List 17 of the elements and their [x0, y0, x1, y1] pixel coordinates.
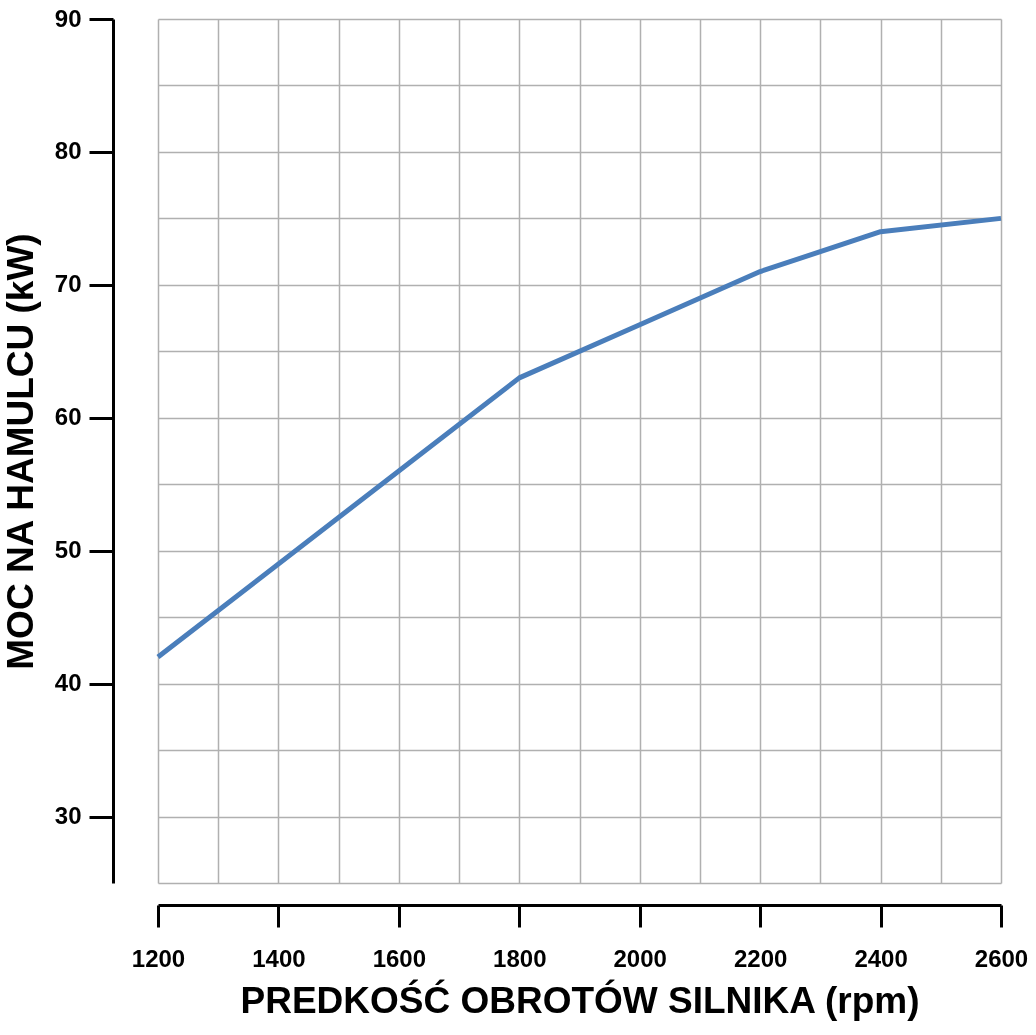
x-tick-label: 2200 — [733, 944, 788, 972]
y-tick-label: 40 — [54, 669, 82, 697]
x-tick-label: 2000 — [613, 944, 667, 972]
y-tick-label: 80 — [54, 137, 82, 165]
x-tick-label: 2600 — [974, 944, 1029, 972]
y-tick-label: 60 — [54, 403, 82, 431]
y-tick-label: 30 — [54, 802, 82, 830]
y-tick-label: 50 — [54, 536, 82, 564]
x-tick-label: 1200 — [131, 944, 186, 972]
y-tick-label: 70 — [54, 270, 82, 298]
x-tick-label: 1400 — [252, 944, 306, 972]
x-tick-label: 2400 — [854, 944, 908, 972]
x-tick-label: 1600 — [372, 944, 427, 972]
y-axis-title: MOC NA HAMULCU (kW) — [0, 233, 41, 670]
x-tick-label: 1800 — [493, 944, 547, 972]
y-tick-label: 90 — [54, 4, 82, 32]
x-axis-title: PREDKOŚĆ OBROTÓW SILNIKA (rpm) — [240, 978, 920, 1021]
